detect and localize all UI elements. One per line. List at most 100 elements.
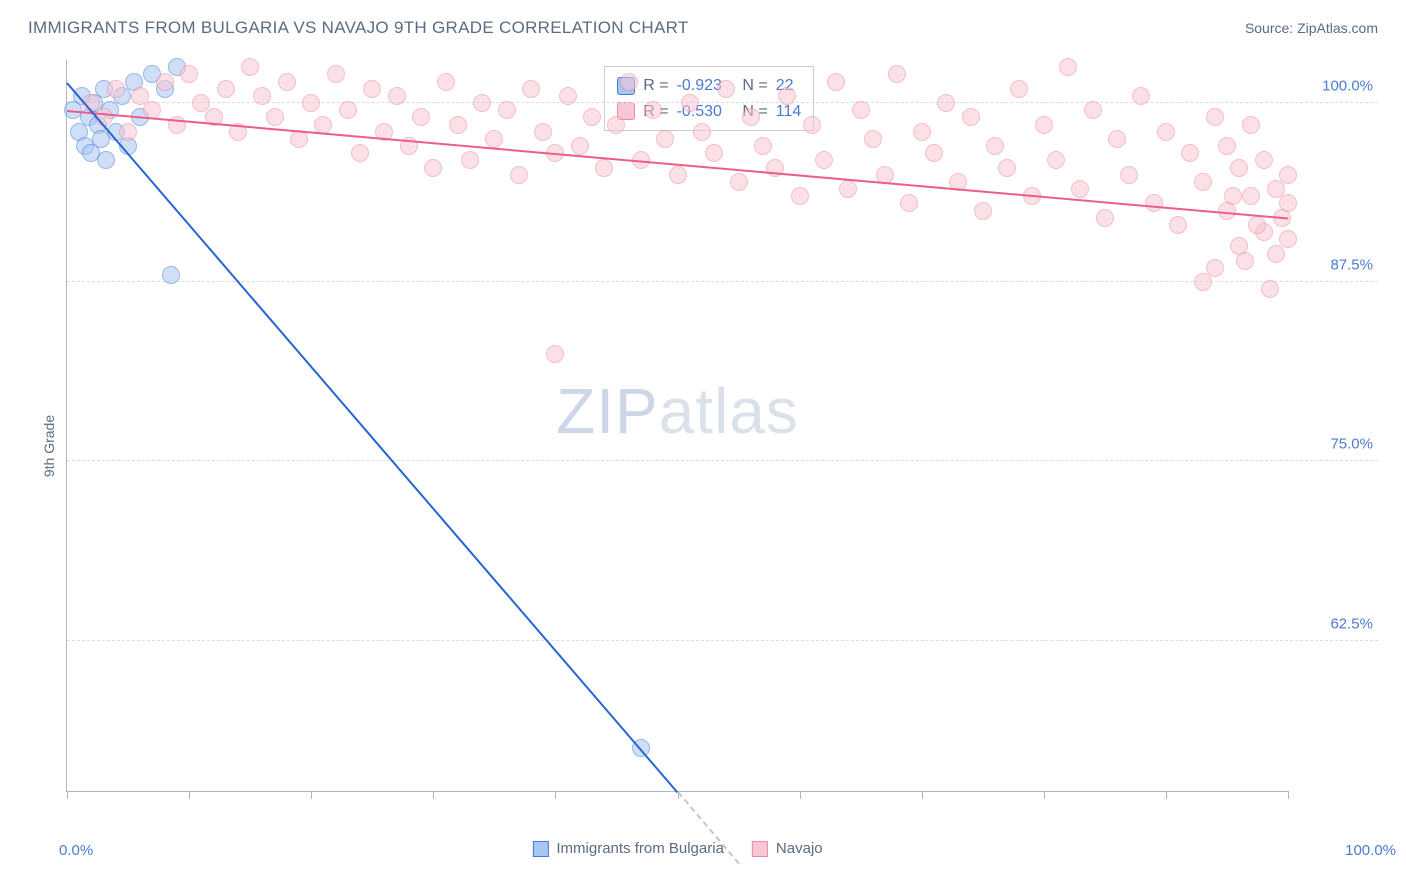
data-point[interactable]	[839, 180, 857, 198]
data-point[interactable]	[1132, 87, 1150, 105]
data-point[interactable]	[1120, 166, 1138, 184]
y-tick-label: 87.5%	[1330, 257, 1373, 274]
data-point[interactable]	[730, 173, 748, 191]
data-point[interactable]	[1194, 273, 1212, 291]
data-point[interactable]	[1279, 230, 1297, 248]
data-point[interactable]	[302, 94, 320, 112]
data-point[interactable]	[1059, 58, 1077, 76]
data-point[interactable]	[1035, 116, 1053, 134]
data-point[interactable]	[925, 144, 943, 162]
data-point[interactable]	[97, 151, 115, 169]
data-point[interactable]	[522, 80, 540, 98]
data-point[interactable]	[1047, 151, 1065, 169]
data-point[interactable]	[449, 116, 467, 134]
data-point[interactable]	[900, 194, 918, 212]
data-point[interactable]	[937, 94, 955, 112]
data-point[interactable]	[1206, 108, 1224, 126]
legend-item-bulgaria[interactable]: Immigrants from Bulgaria	[532, 840, 724, 857]
data-point[interactable]	[351, 144, 369, 162]
data-point[interactable]	[607, 116, 625, 134]
data-point[interactable]	[754, 137, 772, 155]
data-point[interactable]	[986, 137, 1004, 155]
data-point[interactable]	[266, 108, 284, 126]
data-point[interactable]	[473, 94, 491, 112]
data-point[interactable]	[546, 345, 564, 363]
data-point[interactable]	[1242, 116, 1260, 134]
data-point[interactable]	[498, 101, 516, 119]
data-point[interactable]	[852, 101, 870, 119]
data-point[interactable]	[1206, 259, 1224, 277]
data-point[interactable]	[705, 144, 723, 162]
data-point[interactable]	[1261, 280, 1279, 298]
data-point[interactable]	[1010, 80, 1028, 98]
data-point[interactable]	[1108, 130, 1126, 148]
data-point[interactable]	[339, 101, 357, 119]
data-point[interactable]	[510, 166, 528, 184]
data-point[interactable]	[363, 80, 381, 98]
source-link[interactable]: ZipAtlas.com	[1297, 20, 1378, 36]
data-point[interactable]	[485, 130, 503, 148]
data-point[interactable]	[583, 108, 601, 126]
data-point[interactable]	[1279, 166, 1297, 184]
data-point[interactable]	[974, 202, 992, 220]
data-point[interactable]	[1157, 123, 1175, 141]
data-point[interactable]	[693, 123, 711, 141]
data-point[interactable]	[669, 166, 687, 184]
data-point[interactable]	[241, 58, 259, 76]
data-point[interactable]	[1248, 216, 1266, 234]
data-point[interactable]	[998, 159, 1016, 177]
data-point[interactable]	[559, 87, 577, 105]
data-point[interactable]	[217, 80, 235, 98]
square-blue-icon	[532, 841, 548, 857]
data-point[interactable]	[412, 108, 430, 126]
data-point[interactable]	[644, 101, 662, 119]
data-point[interactable]	[595, 159, 613, 177]
data-point[interactable]	[888, 65, 906, 83]
data-point[interactable]	[327, 65, 345, 83]
data-point[interactable]	[1224, 187, 1242, 205]
data-point[interactable]	[791, 187, 809, 205]
data-point[interactable]	[119, 123, 137, 141]
data-point[interactable]	[437, 73, 455, 91]
data-point[interactable]	[803, 116, 821, 134]
data-point[interactable]	[1218, 137, 1236, 155]
data-point[interactable]	[461, 151, 479, 169]
data-point[interactable]	[742, 108, 760, 126]
data-point[interactable]	[388, 87, 406, 105]
data-point[interactable]	[1255, 151, 1273, 169]
data-point[interactable]	[864, 130, 882, 148]
data-point[interactable]	[620, 73, 638, 91]
chart-title: IMMIGRANTS FROM BULGARIA VS NAVAJO 9TH G…	[28, 18, 689, 38]
data-point[interactable]	[962, 108, 980, 126]
data-point[interactable]	[778, 87, 796, 105]
data-point[interactable]	[1181, 144, 1199, 162]
data-point[interactable]	[1267, 245, 1285, 263]
data-point[interactable]	[253, 87, 271, 105]
data-point[interactable]	[180, 65, 198, 83]
data-point[interactable]	[1279, 194, 1297, 212]
data-point[interactable]	[1230, 159, 1248, 177]
data-point[interactable]	[1071, 180, 1089, 198]
data-point[interactable]	[278, 73, 296, 91]
data-point[interactable]	[424, 159, 442, 177]
data-point[interactable]	[656, 130, 674, 148]
data-point[interactable]	[717, 80, 735, 98]
data-point[interactable]	[156, 73, 174, 91]
data-point[interactable]	[314, 116, 332, 134]
data-point[interactable]	[107, 80, 125, 98]
data-point[interactable]	[815, 151, 833, 169]
data-point[interactable]	[681, 94, 699, 112]
data-point[interactable]	[1084, 101, 1102, 119]
data-point[interactable]	[1242, 187, 1260, 205]
data-point[interactable]	[1169, 216, 1187, 234]
data-point[interactable]	[827, 73, 845, 91]
data-point[interactable]	[1194, 173, 1212, 191]
data-point[interactable]	[534, 123, 552, 141]
data-point[interactable]	[1096, 209, 1114, 227]
data-point[interactable]	[1145, 194, 1163, 212]
data-point[interactable]	[913, 123, 931, 141]
legend-item-navajo[interactable]: Navajo	[752, 840, 823, 857]
data-point[interactable]	[571, 137, 589, 155]
data-point[interactable]	[162, 266, 180, 284]
data-point[interactable]	[1236, 252, 1254, 270]
